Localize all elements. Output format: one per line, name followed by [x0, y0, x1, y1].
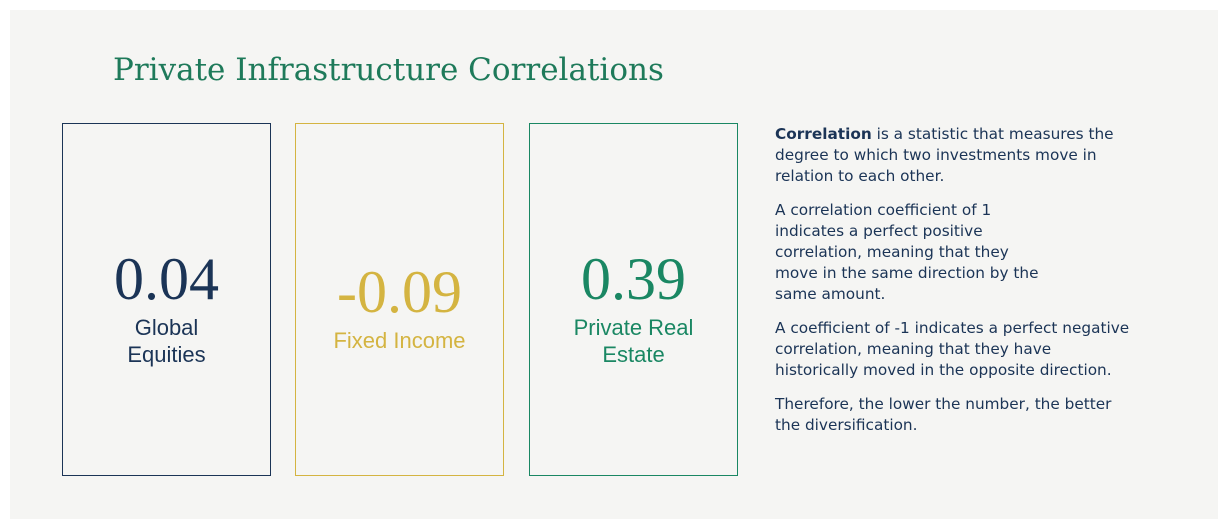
label: Global Equities	[127, 315, 206, 367]
description: Correlation is a statistic that measures…	[775, 124, 1130, 449]
paragraph: Correlation is a statistic that measures…	[775, 124, 1130, 187]
text: is a statistic that measures the degree …	[775, 125, 1114, 185]
value: 0.39	[581, 246, 686, 313]
value: -0.09	[337, 259, 462, 326]
card: 0.04 Global Equities	[62, 123, 271, 476]
paragraph: Therefore, the lower the number, the bet…	[775, 395, 1112, 434]
value: 0.04	[114, 246, 219, 313]
card: -0.09 Fixed Income	[295, 123, 504, 476]
label: Private Real Estate	[573, 315, 694, 367]
term: Correlation	[775, 125, 872, 143]
label: Fixed Income	[333, 328, 466, 354]
paragraph: A correlation coefficient of 1 indicates…	[775, 201, 1039, 303]
paragraph: A coefficient of -1 indicates a perfect …	[775, 319, 1130, 379]
card: 0.39 Private Real Estate	[529, 123, 738, 476]
title: Private Infrastructure Correlations	[113, 52, 664, 88]
panel: Private Infrastructure Correlations 0.04…	[10, 10, 1218, 519]
